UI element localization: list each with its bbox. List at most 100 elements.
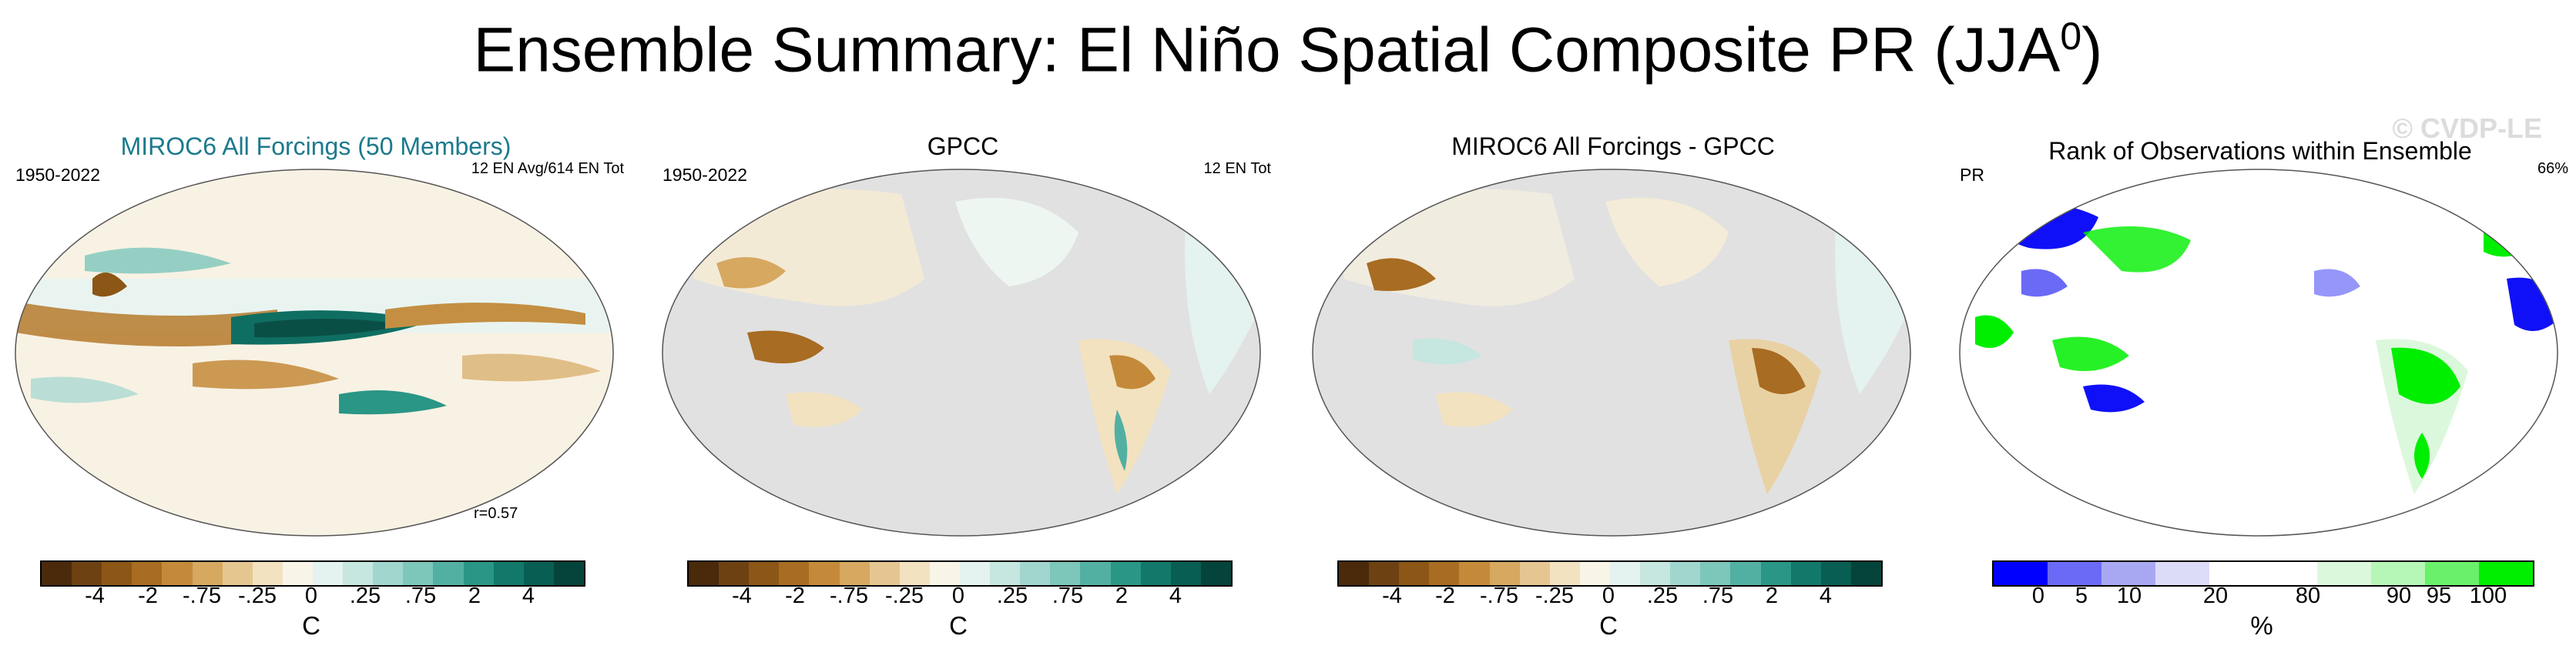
colorbar: [40, 560, 585, 587]
panel-obs: GPCC 1950-2022 12 EN Tot -4 -2 -.75 -.25…: [647, 115, 1291, 654]
correlation-label: r=0.57: [474, 505, 518, 522]
tick-label: -2: [785, 584, 805, 608]
colorbar-swatch: [72, 562, 102, 585]
colorbar-swatch: [1549, 562, 1580, 585]
colorbar-swatch: [749, 562, 780, 585]
tick-label: 4: [1169, 584, 1182, 608]
tick-label: 80: [2295, 584, 2321, 608]
colorbar-swatch: [1700, 562, 1731, 585]
tick-label: .75: [1052, 584, 1084, 608]
tick-label: .25: [1646, 584, 1679, 608]
colorbar-swatch: [719, 562, 750, 585]
tick-label: 100: [2469, 584, 2507, 608]
tick-label: 4: [522, 584, 535, 608]
colorbar-swatch: [1429, 562, 1460, 585]
tick-label: -4: [85, 584, 105, 608]
tick-label: .75: [404, 584, 437, 608]
colorbar-swatch: [102, 562, 132, 585]
colorbar-swatch: [252, 562, 283, 585]
colorbar-swatch: [2425, 562, 2479, 585]
colorbar-swatch: [1110, 562, 1141, 585]
watermark-text: © CVDP-LE: [2392, 112, 2542, 144]
panel-difference: MIROC6 All Forcings - GPCC -4 -2 -.75 -.…: [1297, 115, 1941, 654]
tick-label: 95: [2426, 584, 2452, 608]
colorbar-swatch: [2371, 562, 2425, 585]
colorbar-swatch: [343, 562, 374, 585]
colorbar: [1992, 560, 2534, 587]
tick-label: -.75: [1480, 584, 1518, 608]
colorbar-swatch: [403, 562, 434, 585]
unit-label: %: [2250, 611, 2273, 640]
colorbar-swatch: [2479, 562, 2533, 585]
tick-label: 20: [2202, 584, 2229, 608]
tick-label: 4: [1819, 584, 1833, 608]
tick-label: 0: [1602, 584, 1615, 608]
colorbar-swatch: [463, 562, 494, 585]
colorbar-swatch: [1820, 562, 1851, 585]
colorbar-swatch: [493, 562, 524, 585]
colorbar-swatch: [1760, 562, 1791, 585]
map-obs: [662, 169, 1261, 537]
unit-label: C: [302, 611, 320, 640]
colorbar-swatch: [1730, 562, 1761, 585]
colorbar: [1337, 560, 1883, 587]
tick-label: -.25: [885, 584, 924, 608]
colorbar-swatch: [689, 562, 719, 585]
colorbar-swatch: [2317, 562, 2371, 585]
colorbar-swatch: [1790, 562, 1821, 585]
tick-label: 2: [1115, 584, 1129, 608]
colorbar-swatch: [553, 562, 584, 585]
period-label: 1950-2022: [15, 165, 100, 185]
colorbar-swatch: [1579, 562, 1610, 585]
colorbar-swatch: [959, 562, 991, 585]
tick-label: -.75: [830, 584, 868, 608]
colorbar: [687, 560, 1233, 587]
colorbar-swatch: [1489, 562, 1520, 585]
panel-model: MIROC6 All Forcings (50 Members) 1950-20…: [0, 115, 644, 654]
percent-label: 66%: [2537, 160, 2568, 177]
colorbar-swatch: [1339, 562, 1370, 585]
colorbar-swatch: [1850, 562, 1881, 585]
colorbar-swatch: [1519, 562, 1550, 585]
colorbar-swatch: [1080, 562, 1111, 585]
tick-label: 0: [304, 584, 318, 608]
colorbar-swatch: [990, 562, 1021, 585]
colorbar-swatch: [1020, 562, 1051, 585]
colorbar-swatch: [1200, 562, 1231, 585]
tick-label: 0: [951, 584, 965, 608]
map-rank: [1959, 169, 2558, 537]
colorbar-swatch: [222, 562, 253, 585]
colorbar-swatch: [373, 562, 404, 585]
colorbar-swatch: [312, 562, 344, 585]
tick-label: -2: [138, 584, 158, 608]
tick-label: -4: [1382, 584, 1402, 608]
tick-label: 2: [468, 584, 481, 608]
panel-title: GPCC: [927, 132, 999, 160]
unit-label: C: [949, 611, 968, 640]
colorbar-swatch: [523, 562, 554, 585]
unit-label: C: [1599, 611, 1618, 640]
panel-rank: Rank of Observations within Ensemble PR …: [1944, 115, 2576, 654]
tick-label: -.25: [1535, 584, 1574, 608]
colorbar-swatch: [192, 562, 223, 585]
tick-label: .25: [996, 584, 1028, 608]
colorbar-swatch: [2209, 562, 2263, 585]
tick-label: -.25: [238, 584, 277, 608]
colorbar-swatch: [2101, 562, 2155, 585]
tick-label: 0: [2031, 584, 2045, 608]
tick-label: -4: [732, 584, 752, 608]
tick-label: 5: [2075, 584, 2088, 608]
colorbar-swatch: [929, 562, 960, 585]
tick-label: 2: [1765, 584, 1779, 608]
figure-title: Ensemble Summary: El Niño Spatial Compos…: [473, 15, 2103, 85]
colorbar-swatch: [1459, 562, 1490, 585]
count-label: 12 EN Avg/614 EN Tot: [471, 160, 624, 177]
colorbar-swatch: [809, 562, 840, 585]
tick-label: 10: [2116, 584, 2142, 608]
tick-label: .25: [349, 584, 381, 608]
variable-label: PR: [1960, 165, 1984, 185]
colorbar-swatch: [42, 562, 72, 585]
colorbar-swatch: [2263, 562, 2317, 585]
count-label: 12 EN Tot: [1203, 160, 1271, 177]
colorbar-swatch: [1609, 562, 1641, 585]
